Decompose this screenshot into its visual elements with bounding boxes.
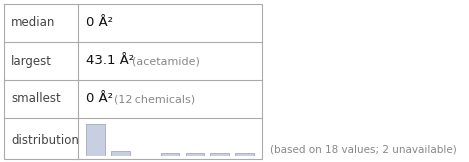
Bar bbox=[235, 153, 254, 156]
Bar bbox=[161, 153, 179, 156]
Text: (based on 18 values; 2 unavailable): (based on 18 values; 2 unavailable) bbox=[270, 145, 457, 155]
Bar bbox=[211, 153, 229, 156]
Text: (12 chemicals): (12 chemicals) bbox=[114, 94, 195, 104]
Bar bbox=[86, 124, 105, 156]
Text: smallest: smallest bbox=[11, 93, 61, 105]
Text: median: median bbox=[11, 17, 55, 29]
Bar bbox=[4, 4, 262, 159]
Text: distribution: distribution bbox=[11, 133, 79, 146]
Bar bbox=[111, 151, 129, 156]
Text: (acetamide): (acetamide) bbox=[132, 56, 199, 66]
Text: largest: largest bbox=[11, 54, 52, 68]
Bar bbox=[186, 153, 204, 156]
Text: 43.1 Å²: 43.1 Å² bbox=[86, 54, 134, 68]
Text: 0 Å²: 0 Å² bbox=[86, 17, 113, 29]
Text: 0 Å²: 0 Å² bbox=[86, 93, 113, 105]
